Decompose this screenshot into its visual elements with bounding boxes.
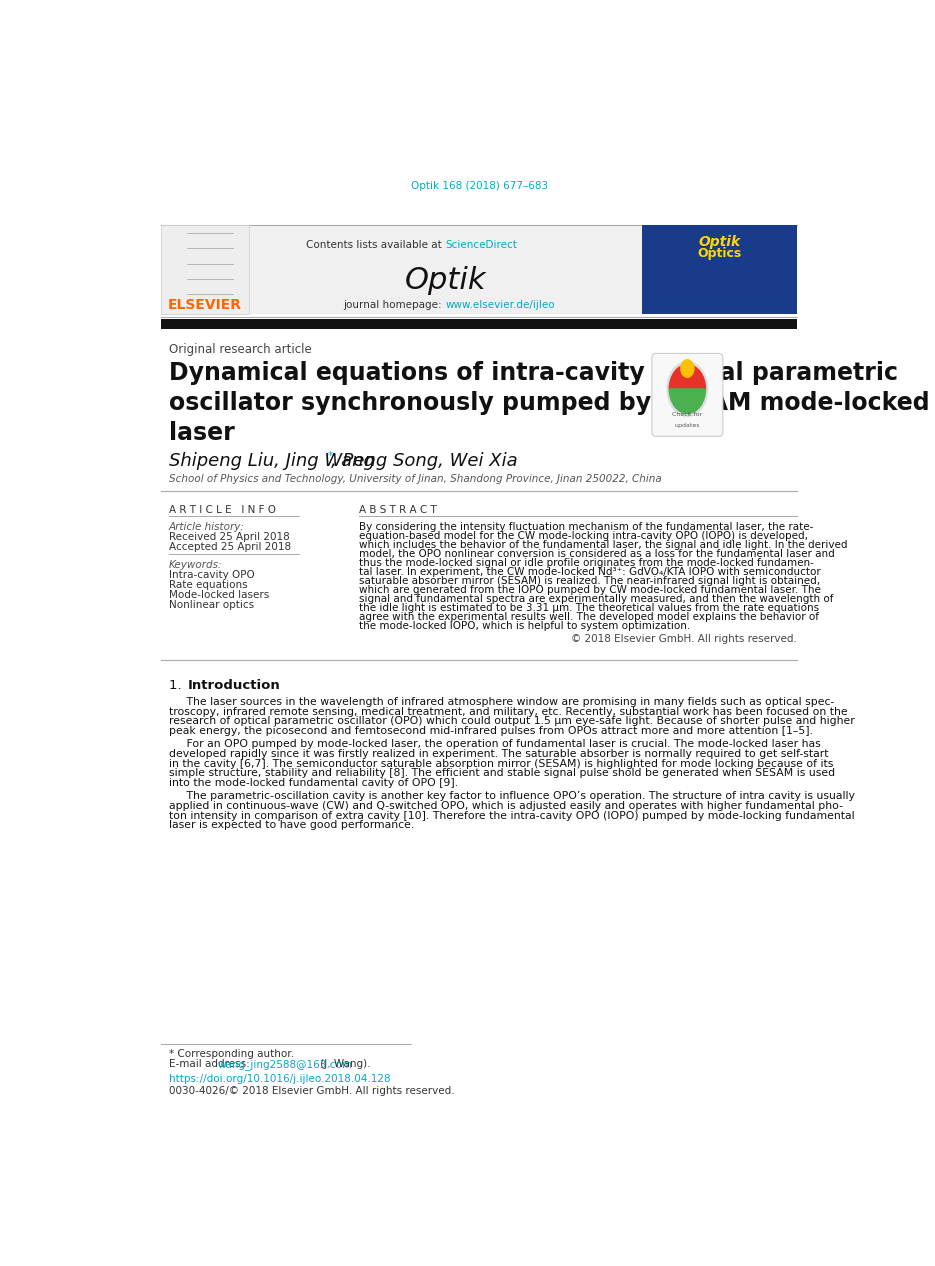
Text: https://doi.org/10.1016/j.ijleo.2018.04.128: https://doi.org/10.1016/j.ijleo.2018.04.… bbox=[169, 1075, 391, 1085]
Text: laser is expected to have good performance.: laser is expected to have good performan… bbox=[169, 820, 414, 830]
Text: Received 25 April 2018: Received 25 April 2018 bbox=[169, 532, 290, 542]
Text: research of optical parametric oscillator (OPO) which could output 1.5 μm eye-sa: research of optical parametric oscillato… bbox=[169, 717, 855, 727]
Text: Intra-cavity OPO: Intra-cavity OPO bbox=[169, 570, 254, 580]
Bar bbox=[642, 225, 798, 314]
Text: developed rapidly since it was firstly realized in experiment. The saturable abs: developed rapidly since it was firstly r… bbox=[169, 749, 828, 760]
Wedge shape bbox=[669, 365, 706, 389]
Text: Optik: Optik bbox=[698, 235, 741, 249]
Text: Shipeng Liu, Jing Wang: Shipeng Liu, Jing Wang bbox=[169, 452, 375, 470]
Text: Optics: Optics bbox=[698, 247, 742, 260]
Text: applied in continuous-wave (CW) and Q-switched OPO, which is adjusted easily and: applied in continuous-wave (CW) and Q-sw… bbox=[169, 801, 842, 812]
Circle shape bbox=[681, 360, 694, 377]
Text: * Corresponding author.: * Corresponding author. bbox=[169, 1050, 294, 1058]
Text: Optik 168 (2018) 677–683: Optik 168 (2018) 677–683 bbox=[410, 181, 548, 191]
Text: signal and fundamental spectra are experimentally measured, and then the wavelen: signal and fundamental spectra are exper… bbox=[359, 594, 833, 604]
Text: peak energy, the picosecond and femtosecond mid-infrared pulses from OPOs attrac: peak energy, the picosecond and femtosec… bbox=[169, 725, 813, 736]
Text: saturable absorber mirror (SESAM) is realized. The near-infrared signal light is: saturable absorber mirror (SESAM) is rea… bbox=[359, 576, 820, 586]
Text: A R T I C L E   I N F O: A R T I C L E I N F O bbox=[169, 505, 276, 514]
Text: Contents lists available at: Contents lists available at bbox=[307, 241, 445, 251]
Wedge shape bbox=[669, 389, 706, 414]
Text: A B S T R A C T: A B S T R A C T bbox=[359, 505, 437, 514]
Text: 0030-4026/© 2018 Elsevier GmbH. All rights reserved.: 0030-4026/© 2018 Elsevier GmbH. All righ… bbox=[169, 1086, 454, 1096]
Text: By considering the intensity fluctuation mechanism of the fundamental laser, the: By considering the intensity fluctuation… bbox=[359, 522, 813, 532]
Text: Article history:: Article history: bbox=[169, 522, 245, 532]
Text: ELSEVIER: ELSEVIER bbox=[167, 299, 241, 313]
Text: model, the OPO nonlinear conversion is considered as a loss for the fundamental : model, the OPO nonlinear conversion is c… bbox=[359, 548, 834, 558]
FancyBboxPatch shape bbox=[249, 225, 642, 314]
Text: the idle light is estimated to be 3.31 μm. The theoretical values from the rate : the idle light is estimated to be 3.31 μ… bbox=[359, 604, 819, 613]
Text: wang_jing2588@163.com: wang_jing2588@163.com bbox=[218, 1058, 352, 1070]
Text: updates: updates bbox=[675, 423, 700, 428]
Text: equation-based model for the CW mode-locking intra-cavity OPO (IOPO) is develope: equation-based model for the CW mode-loc… bbox=[359, 530, 808, 541]
Text: Check for: Check for bbox=[672, 411, 702, 417]
Circle shape bbox=[667, 362, 708, 417]
Text: simple structure, stability and reliability [8]. The efficient and stable signal: simple structure, stability and reliabil… bbox=[169, 768, 835, 779]
Bar bbox=[161, 225, 249, 314]
Text: thus the mode-locked signal or idle profile originates from the mode-locked fund: thus the mode-locked signal or idle prof… bbox=[359, 558, 813, 568]
Text: Accepted 25 April 2018: Accepted 25 April 2018 bbox=[169, 542, 291, 552]
Text: ScienceDirect: ScienceDirect bbox=[445, 241, 517, 251]
FancyBboxPatch shape bbox=[652, 353, 723, 437]
Text: E-mail address:: E-mail address: bbox=[169, 1058, 252, 1069]
Text: , Peng Song, Wei Xia: , Peng Song, Wei Xia bbox=[331, 452, 517, 470]
Bar bbox=[161, 319, 798, 329]
Text: into the mode-locked fundamental cavity of OPO [9].: into the mode-locked fundamental cavity … bbox=[169, 777, 458, 787]
Text: journal homepage:: journal homepage: bbox=[343, 300, 445, 310]
Text: School of Physics and Technology, University of Jinan, Shandong Province, Jinan : School of Physics and Technology, Univer… bbox=[169, 473, 662, 484]
Text: Optik: Optik bbox=[405, 266, 486, 295]
Text: the mode-locked IOPO, which is helpful to system optimization.: the mode-locked IOPO, which is helpful t… bbox=[359, 622, 690, 632]
Text: 1.: 1. bbox=[169, 680, 190, 693]
Text: tal laser. In experiment, the CW mode-locked Nd³⁺: GdVO₄/KTA IOPO with semicondu: tal laser. In experiment, the CW mode-lo… bbox=[359, 567, 820, 577]
Text: (J. Wang).: (J. Wang). bbox=[317, 1058, 370, 1069]
Text: Mode-locked lasers: Mode-locked lasers bbox=[169, 590, 269, 600]
Text: Nonlinear optics: Nonlinear optics bbox=[169, 600, 254, 610]
Text: Introduction: Introduction bbox=[187, 680, 280, 693]
Text: www.elsevier.de/ijleo: www.elsevier.de/ijleo bbox=[445, 300, 555, 310]
Text: which includes the behavior of the fundamental laser, the signal and idle light.: which includes the behavior of the funda… bbox=[359, 539, 847, 549]
Text: in the cavity [6,7]. The semiconductor saturable absorption mirror (SESAM) is hi: in the cavity [6,7]. The semiconductor s… bbox=[169, 758, 833, 768]
Text: Dynamical equations of intra-cavity optical parametric
oscillator synchronously : Dynamical equations of intra-cavity opti… bbox=[169, 361, 929, 444]
Text: troscopy, infrared remote sensing, medical treatment, and military, etc. Recentl: troscopy, infrared remote sensing, medic… bbox=[169, 706, 847, 717]
Text: *: * bbox=[327, 451, 333, 461]
Text: Rate equations: Rate equations bbox=[169, 580, 248, 590]
Text: For an OPO pumped by mode-locked laser, the operation of fundamental laser is cr: For an OPO pumped by mode-locked laser, … bbox=[169, 739, 821, 749]
Text: Original research article: Original research article bbox=[169, 343, 311, 356]
Text: ton intensity in comparison of extra cavity [10]. Therefore the intra-cavity OPO: ton intensity in comparison of extra cav… bbox=[169, 810, 855, 820]
Text: which are generated from the IOPO pumped by CW mode-locked fundamental laser. Th: which are generated from the IOPO pumped… bbox=[359, 585, 821, 595]
Text: The laser sources in the wavelength of infrared atmosphere window are promising : The laser sources in the wavelength of i… bbox=[169, 698, 834, 708]
Text: agree with the experimental results well. The developed model explains the behav: agree with the experimental results well… bbox=[359, 613, 819, 623]
Text: Keywords:: Keywords: bbox=[169, 560, 223, 570]
Text: The parametric-oscillation cavity is another key factor to influence OPO’s opera: The parametric-oscillation cavity is ano… bbox=[169, 791, 855, 801]
Text: © 2018 Elsevier GmbH. All rights reserved.: © 2018 Elsevier GmbH. All rights reserve… bbox=[571, 633, 798, 643]
